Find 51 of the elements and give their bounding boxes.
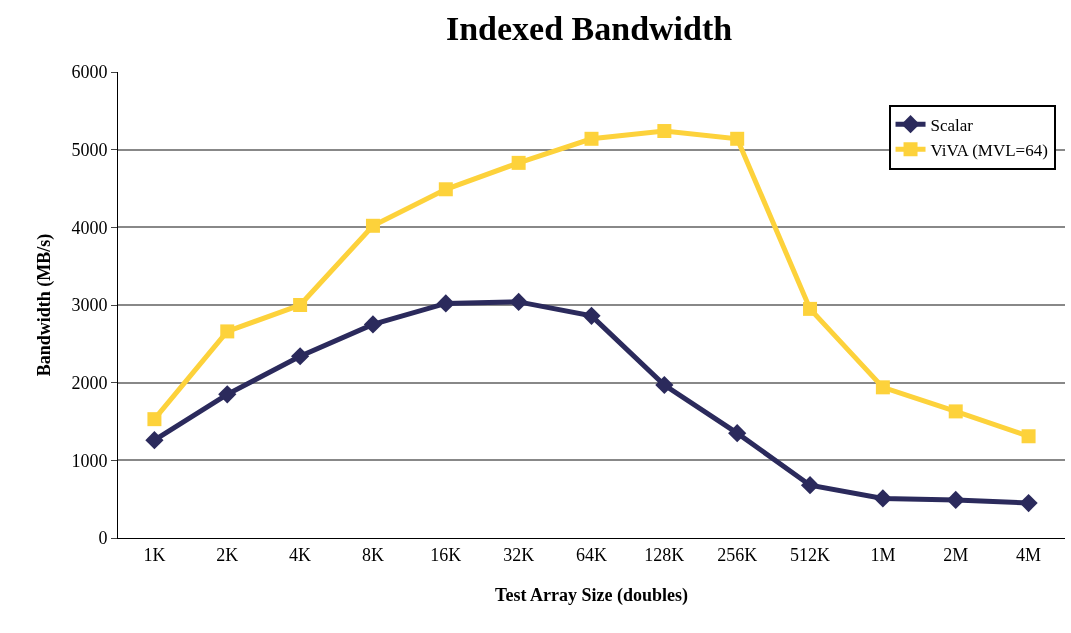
point [946, 490, 965, 510]
y-tick-label: 5000 [71, 139, 108, 160]
y-tick-label: 0 [98, 528, 108, 549]
point [803, 301, 818, 316]
point [730, 131, 745, 146]
x-tick-label: 1K [143, 544, 166, 565]
x-tick-label: 128K [644, 544, 685, 565]
x-tick-label: 32K [503, 544, 535, 565]
point [438, 182, 453, 197]
point [655, 375, 674, 395]
point [948, 404, 963, 419]
point [293, 298, 308, 312]
point [584, 131, 599, 146]
y-tick-label: 3000 [71, 295, 108, 316]
x-tick-label: 2K [216, 544, 239, 565]
point [363, 315, 383, 334]
x-tick-label: 256K [717, 544, 758, 565]
point [511, 155, 526, 170]
point [509, 292, 528, 311]
y-tick-label: 4000 [71, 217, 108, 238]
x-tick-label: 2M [943, 544, 969, 565]
point [873, 489, 892, 508]
point [800, 476, 820, 495]
y-tick-label: 6000 [71, 62, 108, 83]
point [875, 380, 890, 395]
x-tick-label: 8K [361, 544, 384, 565]
point [365, 218, 380, 233]
y-axis-title: Bandwidth (MB/s) [33, 233, 55, 377]
point [1021, 429, 1036, 444]
x-tick-label: 64K [576, 544, 607, 565]
point [220, 324, 235, 339]
point [728, 424, 747, 443]
x-tick-label: 16K [430, 544, 462, 565]
point [1019, 493, 1038, 513]
point [582, 306, 601, 325]
point [657, 124, 672, 139]
point [218, 385, 237, 404]
legend-label: Scalar [930, 115, 974, 135]
chart-title: Indexed Bandwidth [445, 9, 733, 47]
legend-label: ViVA (MVL=64) [930, 140, 1048, 160]
x-tick-label: 4K [289, 544, 312, 565]
x-axis-title: Test Array Size (doubles) [495, 584, 688, 606]
point [147, 412, 162, 427]
x-tick-label: 4M [1016, 544, 1042, 565]
point [436, 294, 455, 313]
x-tick-label: 512K [790, 544, 831, 565]
point [145, 431, 164, 450]
y-tick-label: 1000 [71, 450, 108, 471]
point [291, 347, 310, 366]
x-tick-label: 1M [870, 544, 896, 565]
y-tick-label: 2000 [71, 372, 108, 393]
